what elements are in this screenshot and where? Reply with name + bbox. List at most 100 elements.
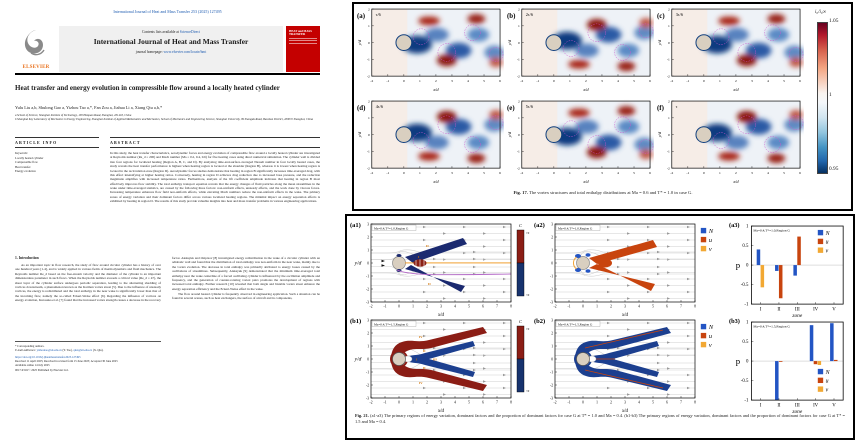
- svg-text:IV: IV: [813, 403, 819, 408]
- svg-text:IV: IV: [813, 307, 819, 312]
- svg-text:III: III: [795, 307, 800, 312]
- svg-text:2: 2: [585, 171, 587, 175]
- svg-text:1: 1: [551, 248, 553, 252]
- chart-condition-label: Ma=0.4,T*=1.0,Region G: [753, 228, 790, 233]
- svg-text:N: N: [825, 231, 831, 237]
- bar-chart-a3: I II III IV V 1 0.5 0 -0.5 -1 N u v Ma=0: [729, 222, 844, 318]
- fig17-panel-e: -2 -1 0 1 2 3 4 5 6 2 1 0 -1 -2 (e): [507, 99, 654, 184]
- svg-text:IV: IV: [419, 335, 423, 339]
- svg-text:-1: -1: [744, 399, 749, 404]
- svg-text:0: 0: [553, 79, 555, 83]
- svg-text:-1: -1: [744, 303, 749, 308]
- bar-chart-b3: I II III IV V 1 0.5 0 -0.5 -1 N u v Ma=0: [729, 318, 844, 414]
- svg-text:0: 0: [367, 261, 369, 265]
- legend-label-N: N: [708, 324, 714, 331]
- svg-text:4: 4: [767, 79, 769, 83]
- email-link-tao[interactable]: yizhoutao@sit.edu.cn: [36, 347, 62, 352]
- svg-text:2: 2: [610, 401, 612, 405]
- svg-text:-1: -1: [384, 305, 387, 309]
- x-axis-label: x/d: [621, 313, 629, 318]
- svg-text:-1: -1: [367, 150, 370, 154]
- svg-text:6: 6: [799, 79, 801, 83]
- fig17-panel-a: -2 -1 0 1 2 3 4 5 6 2 1 0 -1 -2 (a): [357, 7, 504, 92]
- affiliation-a: a School of Science, Shanghai Institute …: [15, 113, 132, 117]
- svg-text:5: 5: [783, 171, 785, 175]
- y-axis-label: y/d: [657, 131, 662, 138]
- journal-homepage-link[interactable]: www.elsevier.com/locate/hmt: [163, 50, 207, 54]
- fig21-series-legend: N u v: [700, 324, 714, 349]
- svg-text:8: 8: [510, 305, 512, 309]
- intro-column-2: factor. Aleksyuk and Osiptsov [8] invest…: [172, 256, 320, 301]
- svg-text:-2: -2: [370, 305, 373, 309]
- chart-y-label: p: [736, 260, 741, 270]
- svg-text:2: 2: [551, 331, 553, 335]
- svg-text:2: 2: [551, 235, 553, 239]
- svg-text:0: 0: [553, 171, 555, 175]
- email-link-qiu[interactable]: qiux@sit.edu.cn: [73, 347, 93, 352]
- svg-text:6: 6: [482, 401, 484, 405]
- svg-text:8: 8: [694, 305, 696, 309]
- svg-text:-2: -2: [550, 287, 553, 291]
- svg-text:-1: -1: [667, 150, 670, 154]
- svg-text:0: 0: [668, 133, 670, 137]
- svg-text:-1: -1: [686, 171, 689, 175]
- doi-link[interactable]: https://doi.org/10.1016/j.ijheatmasstran…: [15, 355, 81, 359]
- svg-text:V: V: [832, 307, 836, 312]
- svg-text:4: 4: [467, 79, 469, 83]
- svg-text:1: 1: [596, 401, 598, 405]
- svg-text:II: II: [423, 366, 426, 370]
- svg-text:0: 0: [518, 133, 520, 137]
- svg-text:0.5: 0.5: [742, 244, 749, 249]
- svg-text:-1: -1: [386, 171, 389, 175]
- footnote-block: * Corresponding authors. E-mail addresse…: [15, 341, 161, 352]
- svg-text:-2: -2: [667, 74, 670, 78]
- svg-text:IV: IV: [419, 381, 423, 385]
- panel-letter: (f): [657, 105, 664, 112]
- panel-letter: (a2): [534, 222, 545, 229]
- svg-text:2: 2: [735, 79, 737, 83]
- svg-text:>0: >0: [526, 327, 530, 331]
- x-axis-label: x/d: [437, 313, 445, 318]
- panel-time-label: 5τ/6: [526, 104, 534, 109]
- panel-letter: (a1): [350, 222, 361, 229]
- panel-letter: (b): [507, 13, 515, 20]
- contents-line: Contents lists available at ScienceDirec…: [142, 30, 200, 34]
- svg-text:2: 2: [735, 171, 737, 175]
- svg-text:1: 1: [367, 248, 369, 252]
- svg-text:-2: -2: [670, 171, 673, 175]
- svg-text:4: 4: [617, 79, 619, 83]
- x-axis-label: x/d: [621, 409, 629, 414]
- svg-text:1: 1: [551, 344, 553, 348]
- svg-text:2: 2: [435, 171, 437, 175]
- svg-text:I: I: [760, 307, 762, 312]
- colorbar-gradient: [817, 22, 828, 174]
- corresponding-authors-note: * Corresponding authors.: [15, 343, 45, 348]
- fig21-panel-b2: -2 -1 0 1 2 3 4 5 6 7 8 3 2 1 0: [534, 318, 696, 414]
- svg-text:2: 2: [518, 99, 520, 103]
- svg-text:7: 7: [496, 305, 498, 309]
- svg-text:3: 3: [551, 222, 553, 226]
- svg-text:-2: -2: [517, 166, 520, 170]
- sciencedirect-link[interactable]: ScienceDirect: [179, 30, 200, 34]
- legend-label-u: u: [709, 333, 712, 340]
- svg-text:0: 0: [403, 79, 405, 83]
- svg-text:7: 7: [680, 401, 682, 405]
- svg-text:6: 6: [499, 79, 501, 83]
- panel-time-label: 3τ/6: [676, 12, 684, 17]
- intro-column-1: 1. Introduction As an important topic in…: [15, 256, 161, 302]
- svg-text:-1: -1: [550, 370, 553, 374]
- svg-text:3: 3: [751, 171, 753, 175]
- svg-text:-1: -1: [686, 79, 689, 83]
- svg-text:III: III: [433, 358, 437, 362]
- svg-text:0: 0: [703, 171, 705, 175]
- panel-letter: (d): [357, 105, 365, 112]
- x-axis-label: x/d: [582, 87, 589, 92]
- keyword: Energy evolution: [15, 169, 36, 173]
- panel-letter: (b2): [534, 318, 545, 325]
- svg-text:8: 8: [510, 401, 512, 405]
- y-axis-label: y/d: [357, 39, 362, 46]
- svg-text:5: 5: [483, 79, 485, 83]
- panel-letter: (b3): [729, 318, 740, 325]
